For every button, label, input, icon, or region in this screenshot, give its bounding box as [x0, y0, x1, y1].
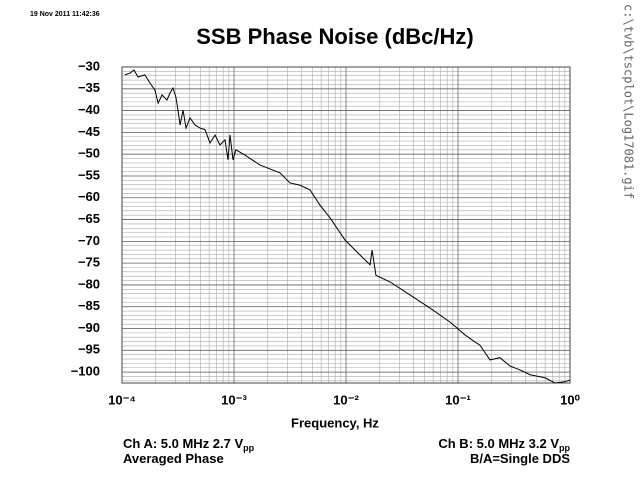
note-text: Ch A: 5.0 MHz 2.7 V: [123, 436, 243, 451]
note-text: B/A=Single DDS: [470, 451, 570, 466]
file-path: c:\tvb\tscplot\Log17081.gif: [622, 4, 636, 199]
y-tick-label: −50: [78, 146, 100, 161]
y-tick-label: −75: [78, 255, 100, 270]
x-axis-label: Frequency, Hz: [291, 415, 379, 430]
x-tick-label: 10⁻³: [221, 392, 247, 407]
y-tick-label: −95: [78, 342, 100, 357]
y-tick-label: −30: [78, 58, 100, 73]
x-tick-label: 10⁻¹: [445, 392, 471, 407]
y-tick-label: −65: [78, 211, 100, 226]
timestamp: 19 Nov 2011 11:42:36: [30, 11, 100, 18]
chart-title: SSB Phase Noise (dBc/Hz): [196, 24, 474, 49]
y-tick-label: −60: [78, 189, 100, 204]
y-tick-label: −80: [78, 276, 100, 291]
y-tick-label: −70: [78, 233, 100, 248]
y-tick-label: −100: [71, 364, 100, 379]
y-tick-label: −35: [78, 80, 100, 95]
note: Ch B: 5.0 MHz 3.2 Vpp: [438, 436, 570, 453]
y-tick-label: −40: [78, 102, 100, 117]
note-subscript: pp: [243, 443, 254, 453]
y-tick-label: −55: [78, 167, 100, 182]
y-tick-label: −85: [78, 298, 100, 313]
note-text: Ch B: 5.0 MHz 3.2 V: [438, 436, 559, 451]
y-tick-label: −45: [78, 124, 100, 139]
note: Ch A: 5.0 MHz 2.7 Vpp: [123, 436, 255, 453]
x-tick-label: 10⁰: [560, 392, 580, 407]
note: Averaged Phase: [123, 451, 224, 466]
x-tick-label: 10⁻⁴: [108, 392, 136, 407]
note-subscript: pp: [559, 443, 570, 453]
y-tick-label: −90: [78, 320, 100, 335]
plot-frame: [121, 66, 571, 384]
note-text: Averaged Phase: [123, 451, 224, 466]
series-line: [124, 69, 571, 384]
note: B/A=Single DDS: [470, 451, 570, 466]
x-tick-label: 10⁻²: [333, 392, 359, 407]
